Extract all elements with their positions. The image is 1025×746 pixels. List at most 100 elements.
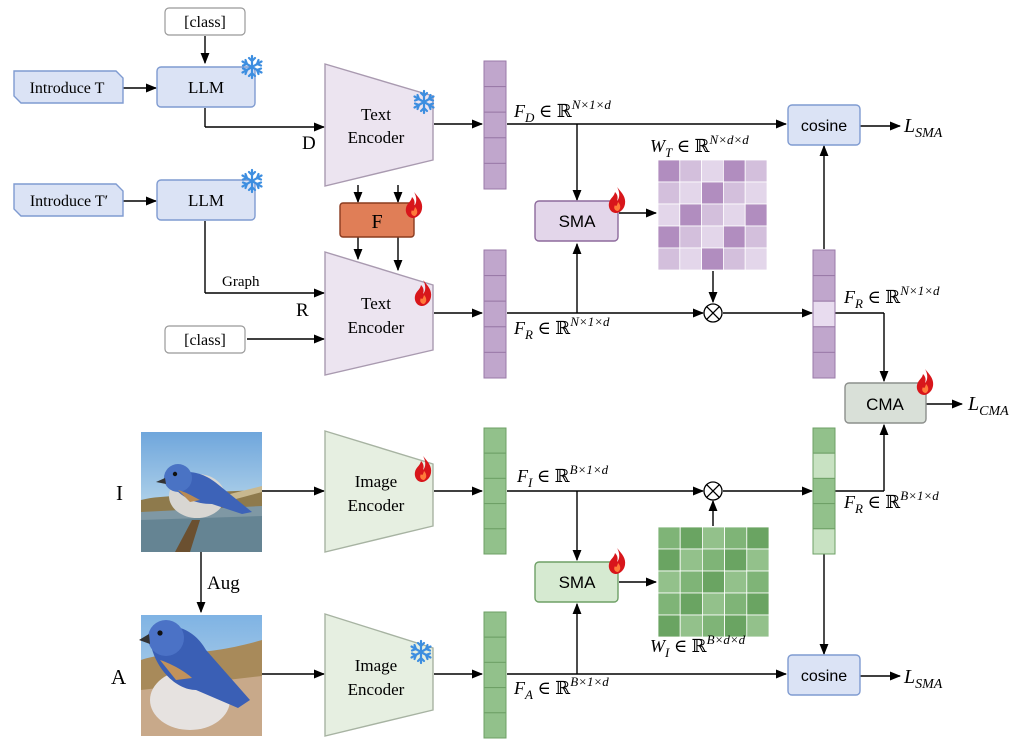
label-d: D xyxy=(302,133,316,154)
vector-fr-refined xyxy=(812,249,836,379)
matrix-cell xyxy=(723,181,746,205)
matrix-cell xyxy=(657,203,681,227)
matrix-cell xyxy=(679,548,703,572)
matrix-cell xyxy=(746,614,770,638)
matrix-cell xyxy=(701,159,724,183)
label-graph: Graph xyxy=(222,274,260,290)
loss-sma-bottom: LSMA xyxy=(903,666,943,692)
vector-fd xyxy=(483,60,507,190)
matrix-cell xyxy=(744,203,768,227)
cosine-box-top: cosine xyxy=(787,104,861,146)
matrix-cell xyxy=(657,247,681,271)
matrix-cell xyxy=(679,225,702,249)
matrix-cell xyxy=(746,526,770,550)
bird-image-augmented xyxy=(139,615,262,736)
text-encoder-top: Text Encoder xyxy=(324,63,435,187)
matrix-cell xyxy=(746,592,770,616)
matrix-cell xyxy=(679,614,703,638)
svg-text:Encoder: Encoder xyxy=(348,496,405,515)
label-a: A xyxy=(111,665,127,689)
svg-text:LLM: LLM xyxy=(188,78,224,97)
matrix-cell xyxy=(701,181,724,205)
svg-text:[class]: [class] xyxy=(184,14,226,31)
svg-text:Image: Image xyxy=(355,656,397,675)
introduce-t-box: Introduce T xyxy=(13,70,124,104)
matrix-cell xyxy=(701,247,724,271)
matrix-cell xyxy=(724,592,748,616)
svg-text:Encoder: Encoder xyxy=(348,680,405,699)
flame-icon xyxy=(608,187,626,213)
matrix-cell xyxy=(679,570,703,594)
matrix-cell xyxy=(657,592,681,616)
matrix-cell xyxy=(679,159,702,183)
bird-image-original xyxy=(141,432,262,552)
matrix-cell xyxy=(744,225,768,249)
matrix-cell xyxy=(744,181,768,205)
matrix-cell xyxy=(679,247,702,271)
circled-times-icon xyxy=(703,481,723,501)
svg-text:cosine: cosine xyxy=(801,118,847,135)
matrix-cell xyxy=(724,548,748,572)
matrix-cell xyxy=(744,159,768,183)
svg-text:[class]: [class] xyxy=(184,332,226,349)
matrix-cell xyxy=(701,225,724,249)
loss-cma: LCMA xyxy=(967,393,1009,419)
matrix-cell xyxy=(679,526,703,550)
svg-text:LLM: LLM xyxy=(188,191,224,210)
image-encoder-bottom: Image Encoder xyxy=(324,613,434,737)
matrix-cell xyxy=(746,548,770,572)
svg-text:SMA: SMA xyxy=(559,573,597,592)
label-fr-image: FR ∈ ℝB×1×d xyxy=(843,488,939,516)
circled-times-icon xyxy=(703,303,723,323)
llm-bottom: LLM xyxy=(156,168,263,221)
vector-fa xyxy=(483,611,507,739)
matrix-cell xyxy=(746,570,770,594)
matrix-wt xyxy=(657,159,768,271)
svg-text:cosine: cosine xyxy=(801,668,847,685)
matrix-cell xyxy=(657,548,681,572)
label-fa: FA ∈ ℝB×1×d xyxy=(513,674,609,702)
svg-text:Text: Text xyxy=(361,294,391,313)
cosine-box-bottom: cosine xyxy=(787,654,861,696)
flame-icon xyxy=(405,192,423,218)
vector-fi xyxy=(483,427,507,555)
matrix-cell xyxy=(657,526,681,550)
label-fr-refined: FR ∈ ℝN×1×d xyxy=(843,283,940,311)
matrix-cell xyxy=(657,614,681,638)
matrix-cell xyxy=(679,203,702,227)
label-wi: WI ∈ ℝB×d×d xyxy=(650,632,746,660)
connectors xyxy=(123,36,964,681)
matrix-cell xyxy=(679,181,702,205)
matrix-cell xyxy=(723,159,746,183)
svg-text:Introduce T′: Introduce T′ xyxy=(30,193,108,210)
label-fr-text: FR ∈ ℝN×1×d xyxy=(513,314,610,342)
matrix-cell xyxy=(744,247,768,271)
matrix-cell xyxy=(657,181,681,205)
introduce-t-prime-box: Introduce T′ xyxy=(13,183,124,217)
matrix-cell xyxy=(657,225,681,249)
svg-text:CMA: CMA xyxy=(866,395,904,414)
label-i: I xyxy=(116,481,123,505)
svg-text:Introduce T: Introduce T xyxy=(30,80,105,97)
label-aug: Aug xyxy=(207,573,240,594)
label-wt: WT ∈ ℝN×d×d xyxy=(650,132,749,160)
image-encoder-top: Image Encoder xyxy=(324,430,434,553)
svg-text:F: F xyxy=(371,211,382,233)
loss-sma-top: LSMA xyxy=(903,115,943,141)
svg-text:Encoder: Encoder xyxy=(348,128,405,147)
class-input-top: [class] xyxy=(164,7,246,36)
matrix-cell xyxy=(657,570,681,594)
flame-icon xyxy=(608,548,626,574)
matrix-cell xyxy=(701,203,724,227)
matrix-cell xyxy=(724,570,748,594)
llm-top: LLM xyxy=(156,54,263,108)
text-encoder-bottom: Text Encoder xyxy=(324,251,434,376)
svg-text:Text: Text xyxy=(361,105,391,124)
label-fd: FD ∈ ℝN×1×d xyxy=(513,97,611,125)
matrix-wi xyxy=(657,526,770,638)
flame-icon xyxy=(916,369,934,395)
matrix-cell xyxy=(724,526,748,550)
svg-text:Encoder: Encoder xyxy=(348,318,405,337)
matrix-cell xyxy=(657,159,681,183)
